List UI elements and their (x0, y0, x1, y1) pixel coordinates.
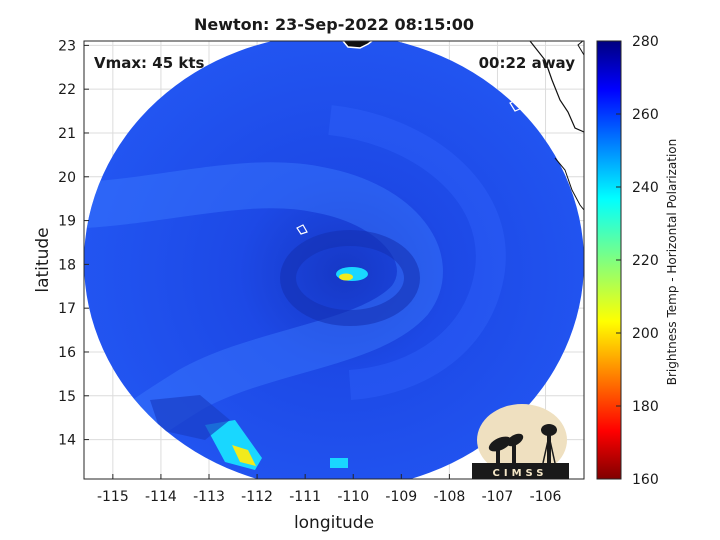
x-axis: -115 -114 -113 -112 -111 -110 -109 -108 -107 -106 (97, 474, 562, 505)
colorbar-tick-label: 220 (632, 253, 659, 269)
warm-patch-small (330, 458, 348, 468)
coastline-south (554, 157, 584, 211)
y-tick-label: 20 (58, 170, 76, 186)
colorbar-tick-label: 160 (632, 472, 659, 488)
x-tick-label: -112 (241, 489, 273, 505)
warm-core-peak (339, 273, 353, 281)
x-tick-label: -113 (193, 489, 225, 505)
time-offset-label: 00:22 away (479, 54, 576, 72)
y-axis-label: latitude (33, 227, 53, 292)
x-tick-label: -107 (482, 489, 514, 505)
colorbar-tick-label: 280 (632, 34, 659, 50)
x-tick-label: -110 (337, 489, 369, 505)
swath-layer (84, 41, 584, 479)
x-tick-label: -114 (145, 489, 177, 505)
x-axis-label: longitude (294, 513, 374, 533)
y-tick-label: 16 (58, 345, 76, 361)
colorbar-tick-label: 260 (632, 107, 659, 123)
island-east (509, 99, 523, 112)
outer-band (328, 105, 506, 400)
y-tick-label: 15 (58, 389, 76, 405)
plot-title: Newton: 23-Sep-2022 08:15:00 (194, 15, 474, 34)
logo-text: CIMSS (493, 468, 548, 479)
eye-wall (280, 230, 420, 326)
x-tick-label: -109 (385, 489, 417, 505)
y-tick-label: 21 (58, 126, 76, 142)
cold-patch (150, 395, 230, 440)
x-tick-label: -115 (97, 489, 129, 505)
y-tick-label: 14 (58, 433, 76, 449)
colorbar-ticks: 160 180 200 220 240 260 280 (616, 34, 659, 488)
coastline-north (577, 41, 584, 56)
y-tick-label: 22 (58, 82, 76, 98)
y-tick-label: 23 (58, 38, 76, 54)
colorbar-tick-label: 240 (632, 180, 659, 196)
colorbar-tick-label: 180 (632, 399, 659, 415)
colorbar-label: Brightness Temp - Horizontal Polarizatio… (665, 139, 679, 386)
logo-tower-icon (541, 424, 557, 464)
warm-patch-yellow (232, 445, 256, 466)
x-tick-label: -111 (289, 489, 321, 505)
y-axis: 14 15 16 17 18 19 20 21 22 23 (58, 38, 89, 449)
x-tick-label: -106 (530, 489, 562, 505)
coastline (529, 41, 584, 133)
vmax-label: Vmax: 45 kts (94, 54, 204, 72)
y-tick-label: 17 (58, 301, 76, 317)
y-tick-label: 19 (58, 214, 76, 230)
island-socorro (296, 224, 308, 235)
cimss-logo: CIMSS (472, 404, 569, 479)
colorbar-tick-label: 200 (632, 326, 659, 342)
island-north (342, 41, 373, 49)
x-tick-label: -108 (433, 489, 465, 505)
logo-dish-icon (488, 433, 524, 463)
plot-border (83, 40, 585, 480)
y-tick-label: 18 (58, 257, 76, 273)
